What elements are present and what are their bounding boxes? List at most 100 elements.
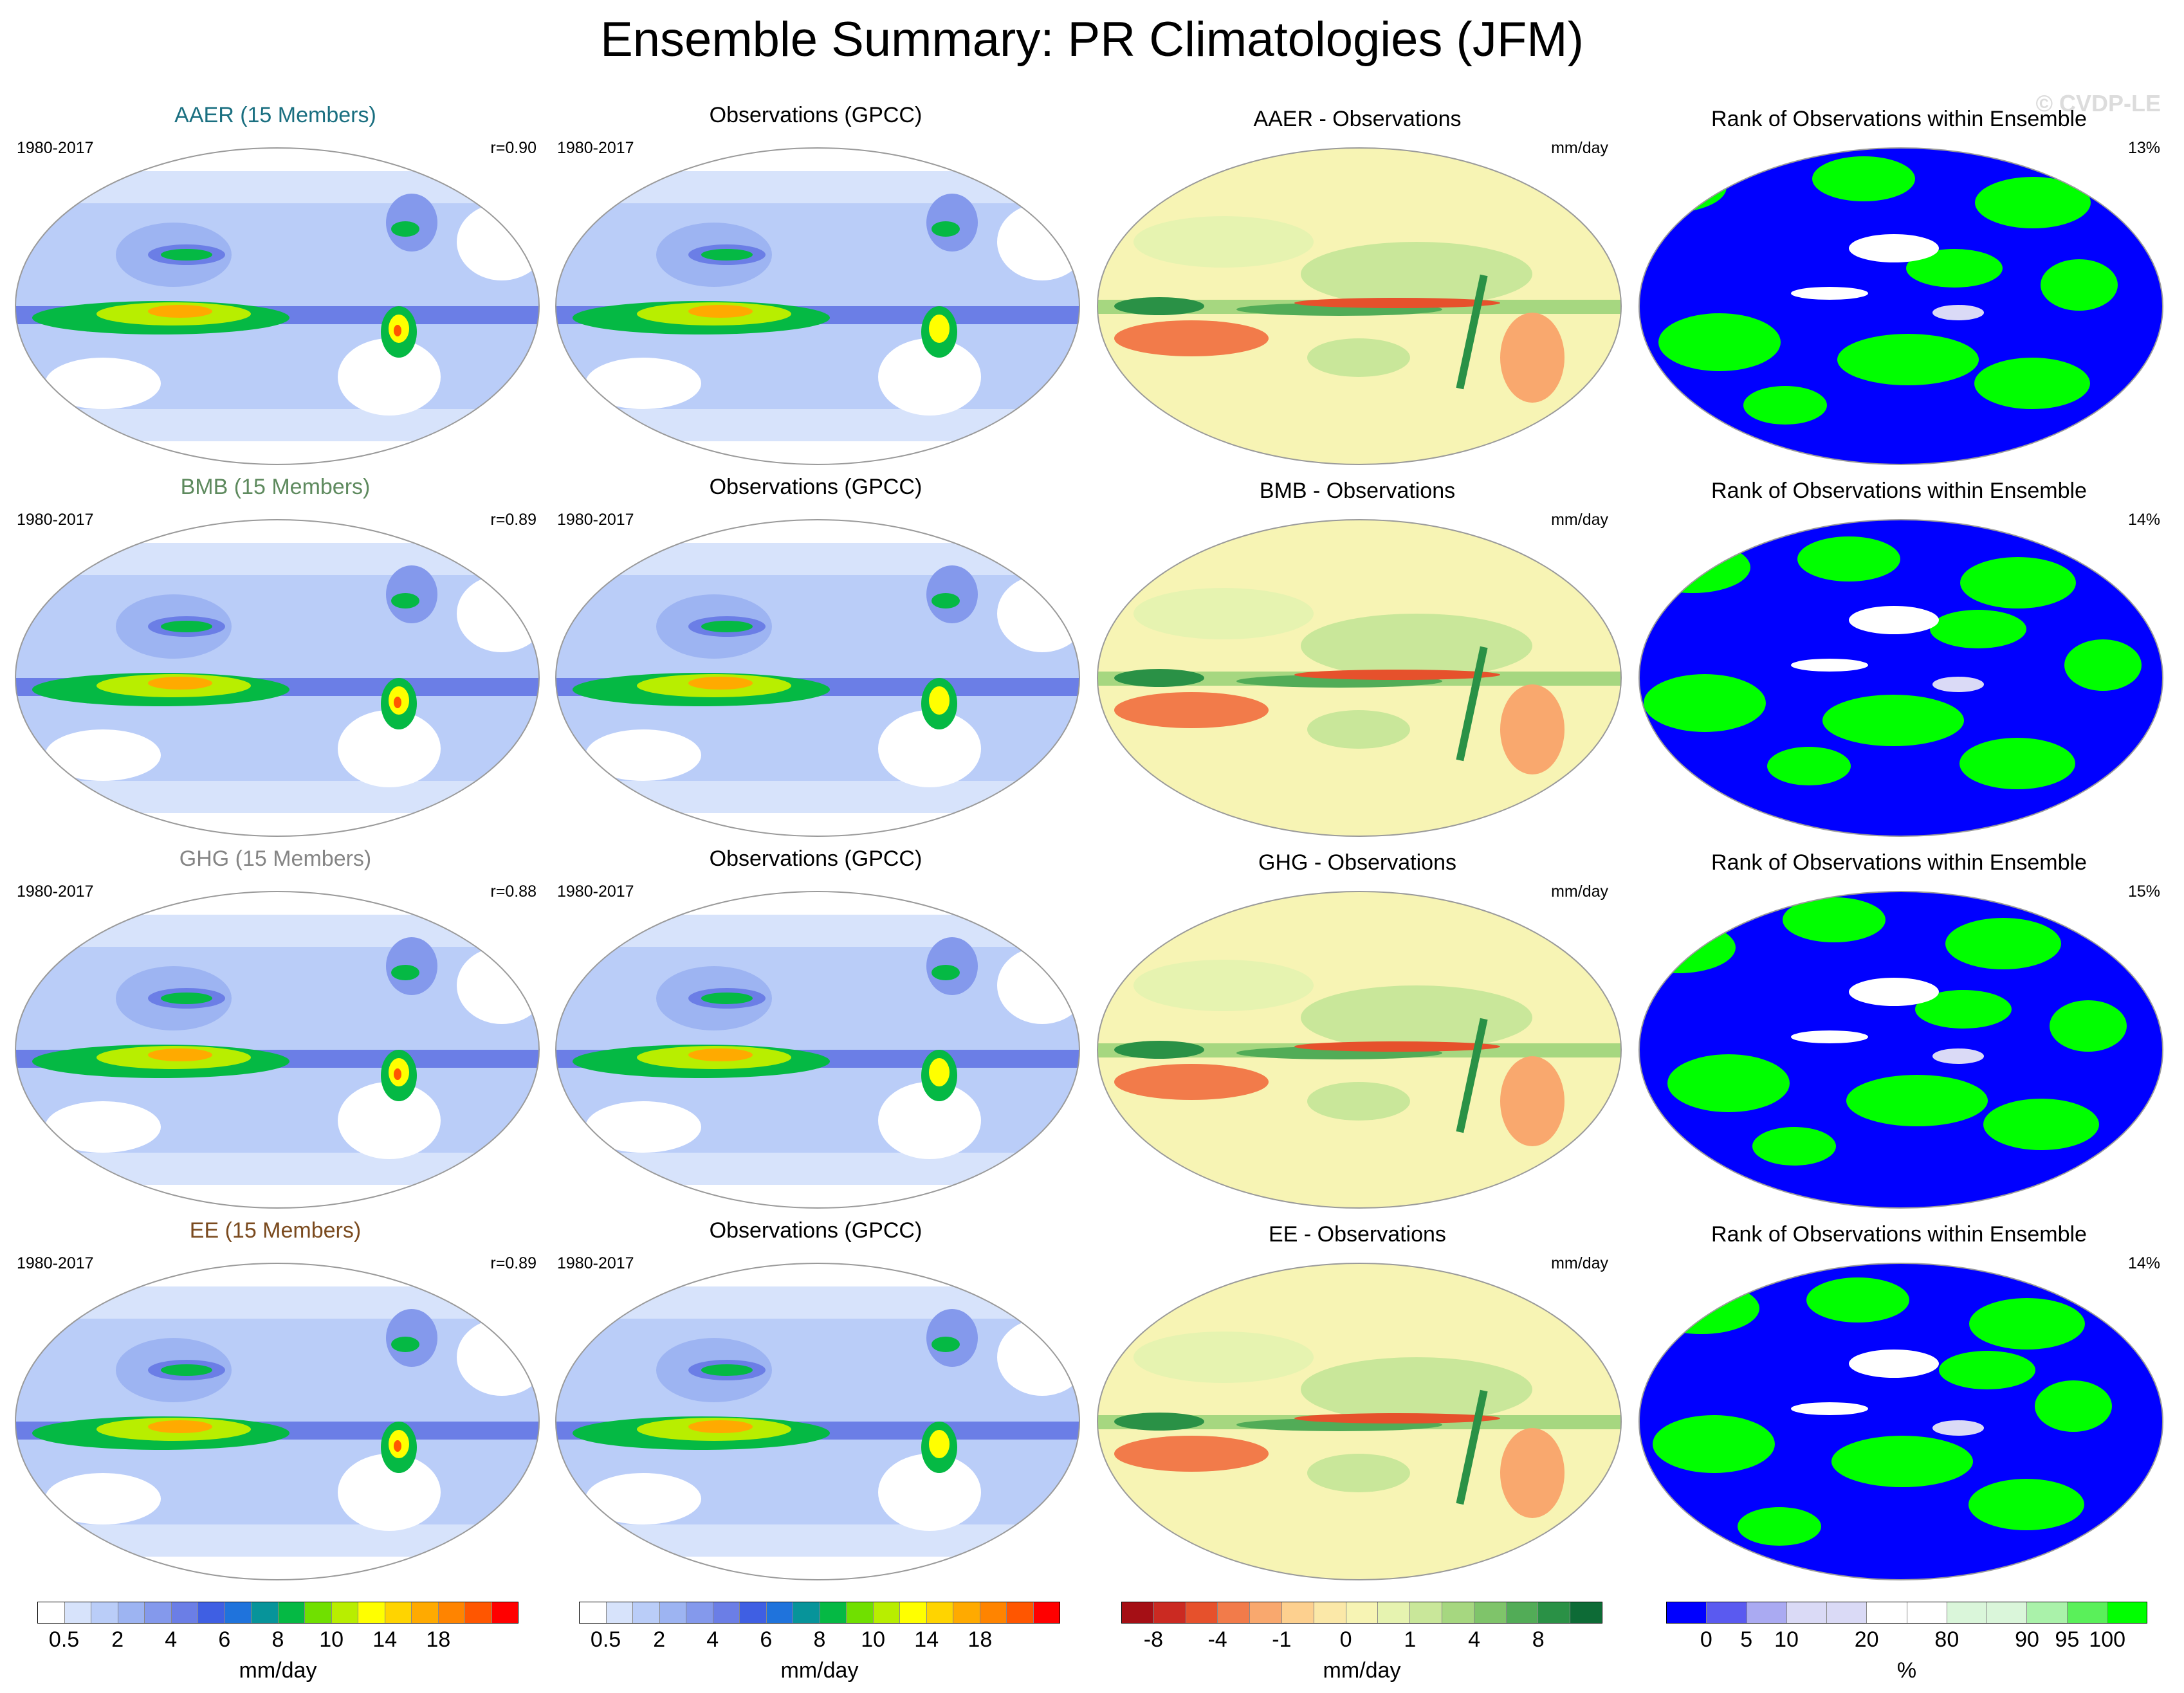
- colorbar-swatch: [1786, 1602, 1827, 1623]
- colorbar-tick-label: 5: [1740, 1627, 1753, 1652]
- colorbar-swatch: [793, 1602, 820, 1623]
- colorbar-swatch: [491, 1602, 518, 1623]
- ensemble-period: 1980-2017: [17, 1254, 94, 1272]
- colorbar-swatch: [2027, 1602, 2068, 1623]
- colorbar-swatch: [1474, 1602, 1507, 1623]
- difference-units: mm/day: [1551, 139, 1608, 157]
- rank-title: Rank of Observations within Ensemble: [1711, 850, 2087, 875]
- colorbar-tick-label: 95: [2055, 1627, 2080, 1652]
- rank-percent: 15%: [2127, 883, 2160, 901]
- colorbar-swatch: [1033, 1602, 1060, 1623]
- colorbar-swatch: [580, 1602, 607, 1623]
- obs-map: [555, 1263, 1080, 1580]
- colorbar-swatch: [847, 1602, 874, 1623]
- colorbar-swatch: [606, 1602, 633, 1623]
- colorbar-swatches: [1121, 1602, 1602, 1624]
- ensemble-title: GHG (15 Members): [179, 846, 372, 871]
- colorbar-tick-label: -8: [1143, 1627, 1163, 1652]
- colorbar-swatch: [926, 1602, 953, 1623]
- diff-map: [1097, 1263, 1622, 1580]
- colorbar-swatch: [465, 1602, 492, 1623]
- difference-units: mm/day: [1551, 1254, 1608, 1272]
- colorbar-tick-label: 90: [2015, 1627, 2039, 1652]
- rank-percent: 13%: [2127, 139, 2160, 157]
- colorbar-tick-label: 0: [1339, 1627, 1352, 1652]
- rank-panel: Rank of Observations within Ensemble 14%: [1629, 475, 2169, 841]
- rank-percent: 14%: [2127, 511, 2160, 529]
- difference-panel: GHG - Observations mm/day: [1087, 846, 1628, 1213]
- colorbar-swatch: [358, 1602, 385, 1623]
- colorbar-swatches: [579, 1602, 1060, 1624]
- ens-map: [15, 519, 540, 837]
- pattern-correlation: r=0.90: [490, 139, 537, 157]
- observations-period: 1980-2017: [557, 1254, 634, 1272]
- colorbar-swatch: [118, 1602, 145, 1623]
- ensemble-period: 1980-2017: [17, 883, 94, 901]
- colorbar-swatches: [37, 1602, 518, 1624]
- colorbar-tick-label: 6: [760, 1627, 773, 1652]
- colorbar-swatch: [1007, 1602, 1034, 1623]
- colorbar-swatch: [278, 1602, 305, 1623]
- colorbar-tick-label: 2: [653, 1627, 666, 1652]
- pattern-correlation: r=0.89: [490, 1254, 537, 1272]
- difference-units: mm/day: [1551, 883, 1608, 901]
- colorbar-swatch: [1410, 1602, 1442, 1623]
- ensemble-period: 1980-2017: [17, 139, 94, 157]
- colorbar-swatch: [1314, 1602, 1346, 1623]
- colorbar-swatch: [1153, 1602, 1186, 1623]
- colorbar-units: mm/day: [1323, 1658, 1401, 1683]
- colorbar-tick-label: 20: [1854, 1627, 1879, 1652]
- observations-panel: Observations (GPCC) 1980-2017: [546, 1218, 1086, 1585]
- colorbar-swatch: [873, 1602, 900, 1623]
- colorbar-swatch: [713, 1602, 740, 1623]
- colorbar-tick-label: 4: [706, 1627, 719, 1652]
- colorbar-tick-label: 80: [1934, 1627, 1959, 1652]
- observations-panel: Observations (GPCC) 1980-2017: [546, 103, 1086, 470]
- colorbar-swatch: [252, 1602, 279, 1623]
- colorbar-swatch: [1867, 1602, 1907, 1623]
- colorbar-swatch: [38, 1602, 65, 1623]
- colorbar-units: mm/day: [780, 1658, 859, 1683]
- colorbar-swatch: [145, 1602, 172, 1623]
- colorbar-swatch: [633, 1602, 660, 1623]
- colorbar-swatch: [1186, 1602, 1218, 1623]
- colorbar-swatch: [1346, 1602, 1379, 1623]
- ens-map: [15, 1263, 540, 1580]
- observations-period: 1980-2017: [557, 511, 634, 529]
- colorbar-swatch: [2107, 1602, 2147, 1623]
- rank-map: [1638, 1263, 2163, 1580]
- colorbar-swatch: [1907, 1602, 1947, 1623]
- colorbar-swatch: [1250, 1602, 1282, 1623]
- observations-panel: Observations (GPCC) 1980-2017: [546, 846, 1086, 1213]
- rank-panel: Rank of Observations within Ensemble 14%: [1629, 1218, 2169, 1585]
- colorbar-swatch: [900, 1602, 927, 1623]
- diff-map: [1097, 147, 1622, 465]
- observations-title: Observations (GPCC): [709, 846, 922, 871]
- colorbar-swatch: [659, 1602, 686, 1623]
- colorbar-tick-label: 14: [914, 1627, 939, 1652]
- colorbar-swatch: [385, 1602, 412, 1623]
- difference-title: AAER - Observations: [1253, 107, 1462, 131]
- colorbar-tick-label: 0: [1700, 1627, 1712, 1652]
- colorbar-swatch: [1506, 1602, 1539, 1623]
- colorbar-swatch: [1122, 1602, 1154, 1623]
- colorbar-swatch: [412, 1602, 439, 1623]
- colorbar-swatch: [1218, 1602, 1251, 1623]
- colorbar-swatch: [1707, 1602, 1747, 1623]
- colorbar-tick-label: 0.5: [48, 1627, 80, 1652]
- colorbar-tick-label: 4: [165, 1627, 178, 1652]
- colorbar-tick-label: 10: [1774, 1627, 1799, 1652]
- colorbar-tick-label: 10: [319, 1627, 344, 1652]
- colorbar-swatch: [740, 1602, 767, 1623]
- colorbar-swatch: [1747, 1602, 1787, 1623]
- colorbar-swatch: [91, 1602, 118, 1623]
- colorbar-tick-label: 1: [1404, 1627, 1417, 1652]
- colorbar-swatch: [64, 1602, 91, 1623]
- colorbar-swatch: [331, 1602, 358, 1623]
- observations-title: Observations (GPCC): [709, 103, 922, 127]
- difference-title: BMB - Observations: [1259, 479, 1456, 503]
- observations-period: 1980-2017: [557, 883, 634, 901]
- ensemble-title: BMB (15 Members): [180, 475, 371, 499]
- colorbar-tick-label: 6: [218, 1627, 231, 1652]
- ensemble-panel: EE (15 Members) 1980-2017 r=0.89: [5, 1218, 546, 1585]
